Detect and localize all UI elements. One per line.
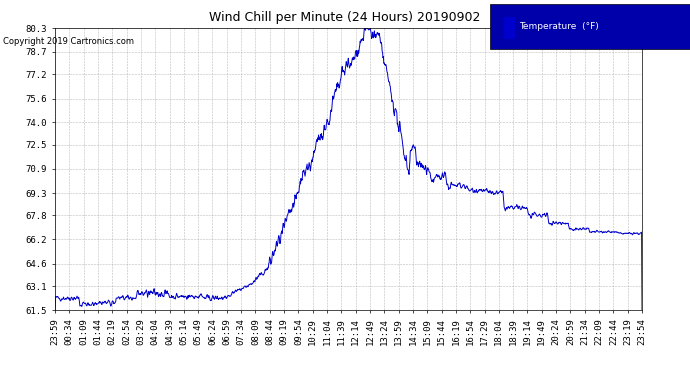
Text: Copyright 2019 Cartronics.com: Copyright 2019 Cartronics.com bbox=[3, 38, 135, 46]
Text: Temperature  (°F): Temperature (°F) bbox=[519, 22, 599, 31]
Text: Wind Chill per Minute (24 Hours) 20190902: Wind Chill per Minute (24 Hours) 2019090… bbox=[209, 11, 481, 24]
